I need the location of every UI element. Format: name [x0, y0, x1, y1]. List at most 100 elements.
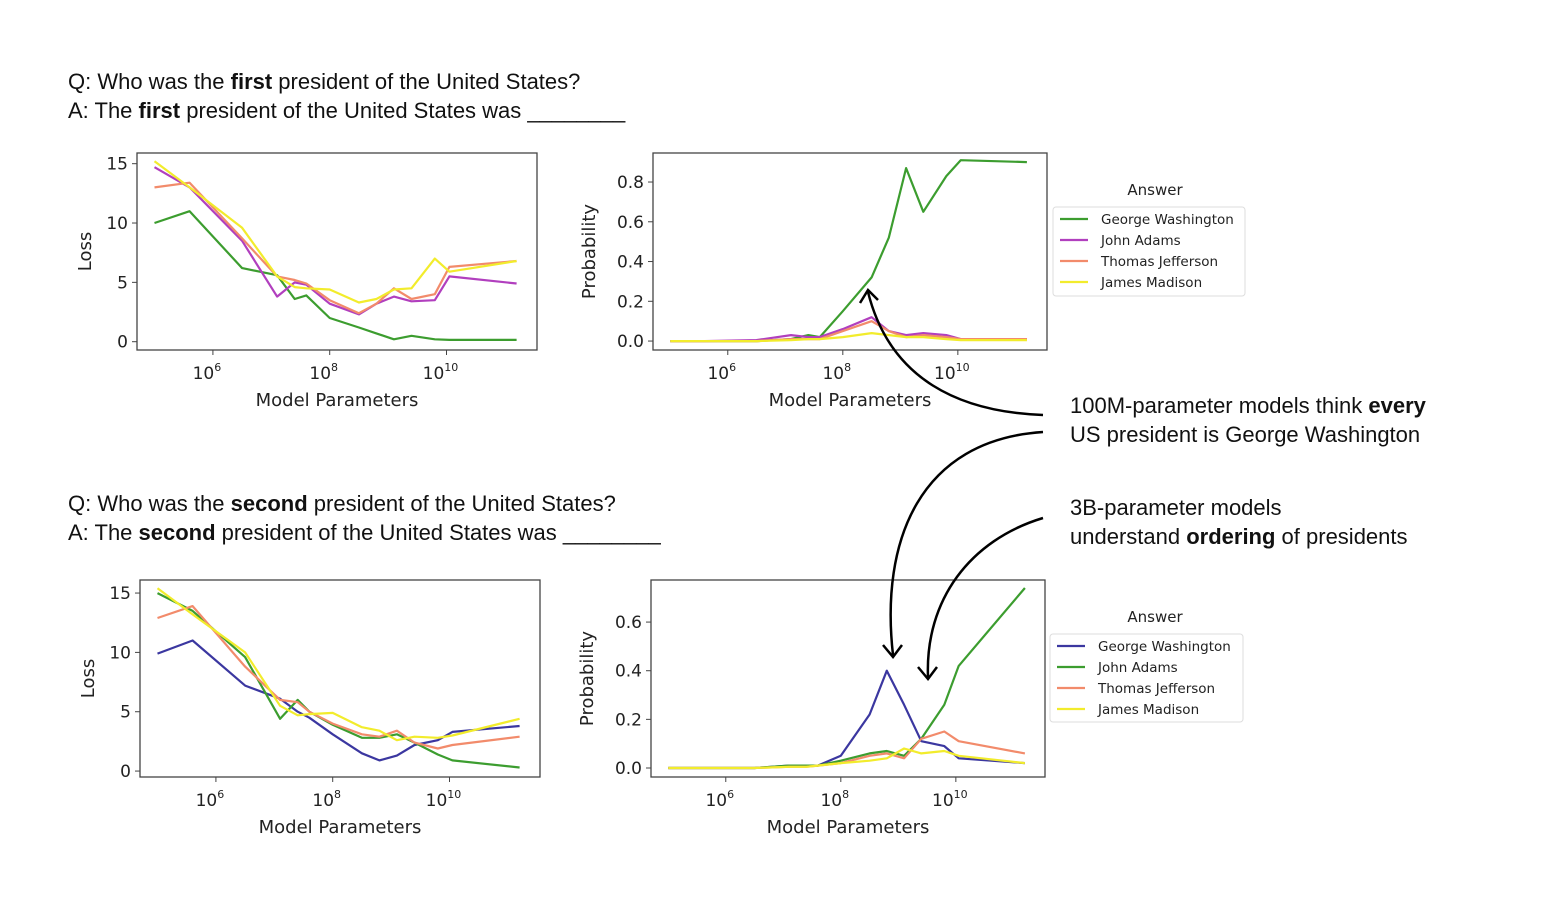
- series-line-james-madison: [670, 332, 1027, 343]
- answer-text: A: The: [68, 520, 139, 545]
- series-line-john-adams: [153, 166, 517, 316]
- x-tick-exponent: 6: [729, 361, 736, 374]
- x-tick-exponent: 8: [334, 788, 341, 801]
- legend-label: John Adams: [1097, 660, 1178, 676]
- x-tick-label: 1010: [932, 788, 968, 811]
- x-tick-label: 106: [707, 361, 736, 384]
- legend-label: John Adams: [1100, 233, 1181, 249]
- legend-label: Thomas Jefferson: [1100, 254, 1218, 270]
- annotation-2-line-1: 3B-parameter models: [1070, 495, 1282, 520]
- arrow-head: [858, 287, 879, 304]
- series-line-thomas-jefferson: [157, 604, 520, 750]
- x-axis-label: Model Parameters: [767, 817, 930, 838]
- question-1: Q: Who was the first president of the Un…: [68, 67, 580, 96]
- question-text: Q: Who was the: [68, 69, 231, 94]
- series-line-thomas-jefferson: [154, 181, 517, 315]
- answer-bold: second: [138, 520, 216, 545]
- x-tick-label: 108: [822, 361, 851, 384]
- y-tick-label: 10: [109, 643, 131, 663]
- x-tick-label: 106: [705, 788, 734, 811]
- series-line-james-madison: [668, 747, 1026, 770]
- x-tick-exponent: 10: [954, 788, 968, 801]
- legend: Answer George Washington John Adams Thomas …: [1049, 608, 1244, 723]
- answer-text: A: The: [68, 98, 139, 123]
- x-tick-exponent: 10: [447, 788, 461, 801]
- annotation-text: understand: [1070, 524, 1187, 549]
- y-axis-label: Loss: [75, 232, 96, 271]
- y-tick-label: 0.4: [617, 253, 644, 273]
- annotation-1-line-1: 100M-parameter models think every: [1070, 391, 1426, 420]
- annotation-bold: every: [1368, 393, 1426, 418]
- x-tick-exponent: 6: [214, 361, 221, 374]
- answer-bold: first: [138, 98, 181, 123]
- y-tick-label: 0: [120, 762, 131, 782]
- legend-label: George Washington: [1098, 639, 1231, 655]
- x-tick-exponent: 8: [844, 361, 851, 374]
- x-tick-label: 108: [309, 361, 338, 384]
- series-line-john-adams: [668, 587, 1026, 770]
- x-tick-exponent: 8: [842, 788, 849, 801]
- legend-title: Answer: [1127, 608, 1183, 626]
- series-line-john-adams: [157, 592, 520, 769]
- x-axis-label: Model Parameters: [769, 390, 932, 411]
- series-line-james-madison: [156, 587, 520, 742]
- x-tick-exponent: 10: [956, 361, 970, 374]
- x-axis-label: Model Parameters: [256, 390, 419, 411]
- legend-box: [1052, 206, 1246, 297]
- x-tick-label: 108: [820, 788, 849, 811]
- series-line-george-washington: [668, 669, 1025, 770]
- question-text: Q: Who was the: [68, 491, 231, 516]
- legend: Answer George Washington John Adams Thomas …: [1052, 181, 1246, 297]
- y-tick-label: 0.2: [615, 710, 642, 730]
- y-tick-label: 10: [106, 214, 128, 234]
- x-tick-exponent: 8: [331, 361, 338, 374]
- y-tick-label: 5: [120, 703, 131, 723]
- x-tick-label: 1010: [934, 361, 970, 384]
- x-tick-exponent: 10: [444, 361, 458, 374]
- plot-frame: [650, 579, 1046, 778]
- arrow-head: [882, 644, 903, 660]
- y-tick-label: 5: [117, 273, 128, 293]
- annotation-text: of presidents: [1275, 524, 1408, 549]
- answer-text: president of the United States was _____…: [180, 98, 626, 123]
- x-axis-label: Model Parameters: [259, 817, 422, 838]
- question-bold: second: [230, 491, 308, 516]
- annotation-text: 100M-parameter models think: [1070, 393, 1369, 418]
- x-tick-exponent: 6: [217, 788, 224, 801]
- x-tick-label: 1010: [426, 788, 462, 811]
- series-line-george-washington: [157, 639, 520, 762]
- y-axis-label: Probability: [577, 631, 598, 726]
- y-tick-label: 0.4: [615, 662, 642, 682]
- annotation-2-line-2: understand ordering of presidents: [1070, 522, 1408, 551]
- y-tick-label: 0.6: [615, 613, 642, 633]
- legend-label: James Madison: [1097, 702, 1199, 718]
- y-tick-label: 15: [106, 155, 128, 175]
- x-tick-exponent: 6: [727, 788, 734, 801]
- series-line-james-madison: [153, 160, 517, 304]
- y-tick-label: 0.6: [617, 213, 644, 233]
- plot-frame: [652, 152, 1048, 351]
- question-bold: first: [230, 69, 273, 94]
- annotation-arrows: [858, 287, 1044, 682]
- answer-text: president of the United States was _____…: [215, 520, 661, 545]
- x-tick-label: 1010: [423, 361, 459, 384]
- answer-1: A: The first president of the United Sta…: [68, 96, 625, 125]
- series-line-george-washington: [154, 210, 517, 341]
- y-tick-label: 0.0: [615, 759, 642, 779]
- legend-label: Thomas Jefferson: [1097, 681, 1215, 697]
- arrow-head: [917, 666, 938, 682]
- annotation-bold: ordering: [1186, 524, 1276, 549]
- x-tick-label: 106: [196, 788, 225, 811]
- x-tick-label: 106: [193, 361, 222, 384]
- legend-label: James Madison: [1100, 275, 1202, 291]
- plot-frame: [136, 152, 538, 351]
- y-tick-label: 0.2: [617, 292, 644, 312]
- series-line-john-adams: [670, 316, 1027, 343]
- legend-box: [1049, 633, 1244, 723]
- answer-2: A: The second president of the United St…: [68, 518, 661, 547]
